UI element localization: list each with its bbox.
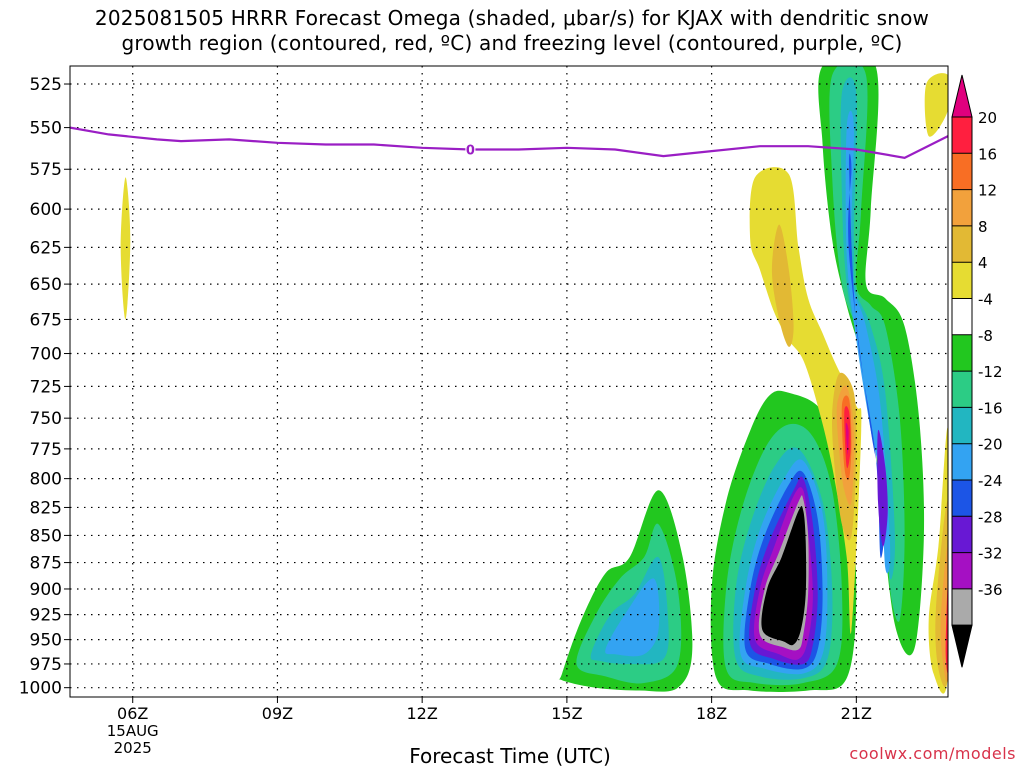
omega-shade-pos-22z-pos4-0: [924, 73, 948, 137]
x-tick-label-12Z: 12Z: [407, 704, 438, 723]
colorbar-label-10: -24: [978, 472, 1003, 490]
x-tick-label-21Z: 21Z: [841, 704, 872, 723]
y-tick-label-850: 850: [30, 526, 62, 546]
y-tick-label-975: 975: [30, 655, 62, 675]
y-tick-label-575: 575: [30, 160, 62, 180]
colorbar-label-9: -20: [978, 436, 1003, 454]
y-axis: 525 550 575 600 625 650 675 700 725 750 775 800 825 8…: [19, 75, 70, 699]
y-tick-label-750: 750: [30, 409, 62, 429]
colorbar-label-1: 16: [978, 145, 997, 163]
y-tick-label-900: 900: [30, 580, 62, 600]
y-tick-label-725: 725: [30, 377, 62, 397]
freezing-level-line: [70, 126, 948, 159]
y-tick-label-550: 550: [30, 119, 62, 139]
omega-shade-pos-22z-pos20-4: [945, 578, 948, 673]
y-tick-label-825: 825: [30, 498, 62, 518]
colorbar-band-pos12: [952, 189, 972, 227]
colorbar-label-12: -32: [978, 545, 1003, 563]
y-tick-label-525: 525: [30, 75, 62, 95]
y-tick-label-600: 600: [30, 200, 62, 220]
y-tick-label-625: 625: [30, 238, 62, 258]
colorbar-band-neg20: [952, 480, 972, 517]
y-tick-label-1000: 1000: [19, 679, 62, 699]
y-tick-label-925: 925: [30, 606, 62, 626]
y-tick-label-800: 800: [30, 470, 62, 490]
colorbar-band-neg16: [952, 443, 972, 481]
y-tick-label-700: 700: [30, 345, 62, 365]
x-date-label: 15AUG: [107, 722, 159, 740]
x-tick-label-09Z: 09Z: [262, 704, 293, 723]
grid-lines: [70, 66, 948, 697]
y-tick-label-675: 675: [30, 310, 62, 330]
colorbar-label-6: -8: [978, 327, 993, 345]
chart-title: 2025081505 HRRR Forecast Omega (shaded, …: [0, 6, 1024, 56]
colorbar-band-neg8: [952, 371, 972, 408]
colorbar-bottom-arrow: [951, 624, 973, 668]
y-tick-label-950: 950: [30, 631, 62, 651]
colorbar-label-2: 12: [978, 182, 997, 200]
colorbar-band-neg4: [952, 334, 972, 372]
omega-shade-pos-19z-pos24-6: [845, 422, 849, 455]
colorbar-label-7: -12: [978, 363, 1003, 381]
y-tick-label-650: 650: [30, 275, 62, 295]
plot-frame: [69, 65, 949, 698]
colorbar-label-13: -36: [978, 581, 1003, 599]
omega-region-pos-22z: [924, 73, 948, 694]
colorbar: 20 16 12 8 4 -4 -8 -12 -16 -20 -24 -28 -32 -36: [951, 74, 1003, 668]
plot-area: 0: [70, 66, 948, 697]
colorbar-band-neg12: [952, 407, 972, 445]
colorbar-label-0: 20: [978, 109, 997, 127]
colorbar-label-4: 4: [978, 254, 988, 272]
title-line-1: 2025081505 HRRR Forecast Omega (shaded, …: [94, 6, 930, 30]
omega-shade-pos-19z-pos8-1: [771, 224, 794, 347]
y-tick-label-775: 775: [30, 440, 62, 460]
colorbar-label-8: -16: [978, 399, 1003, 417]
x-year-label: 2025: [114, 739, 152, 757]
title-line-2: growth region (contoured, red, ºC) and f…: [121, 31, 903, 55]
x-tick-label-15Z: 15Z: [551, 704, 582, 723]
colorbar-band-pos20: [952, 117, 972, 154]
x-tick-label-18Z: 18Z: [696, 704, 727, 723]
colorbar-band-neg32: [952, 588, 972, 626]
omega-region-neg-15z: [558, 490, 693, 692]
y-tick-label-875: 875: [30, 554, 62, 574]
colorbar-label-5: -4: [978, 291, 993, 309]
omega-region-neg-upper-21z: [818, 66, 925, 656]
omega-region-pos-06z: [120, 177, 131, 320]
omega-shade-pos-06z-pos4-0: [120, 177, 131, 320]
colorbar-top-arrow: [951, 74, 973, 118]
omega-shade-neg-15z-neg16-3: [605, 578, 660, 657]
omega-region-neg-19z: [710, 390, 857, 692]
colorbar-band-pos16: [952, 153, 972, 191]
colorbar-band-neutral: [952, 298, 972, 336]
colorbar-band-neg28: [952, 552, 972, 590]
omega-shade-neg-upper-21z-neg24-5: [877, 429, 888, 547]
omega-shade-neg-19z-neg36-8: [761, 506, 807, 646]
source-credit: coolwx.com/models: [849, 744, 1016, 763]
colorbar-band-pos8: [952, 225, 972, 263]
x-tick-label-06Z: 06Z: [117, 704, 148, 723]
x-axis-label: Forecast Time (UTC): [409, 744, 611, 768]
colorbar-label-3: 8: [978, 218, 988, 236]
colorbar-label-11: -28: [978, 508, 1003, 526]
colorbar-band-pos4: [952, 262, 972, 299]
freezing-level-label-bg: [465, 142, 476, 157]
freezing-level-label: 0: [466, 143, 475, 158]
colorbar-band-neg24: [952, 516, 972, 554]
